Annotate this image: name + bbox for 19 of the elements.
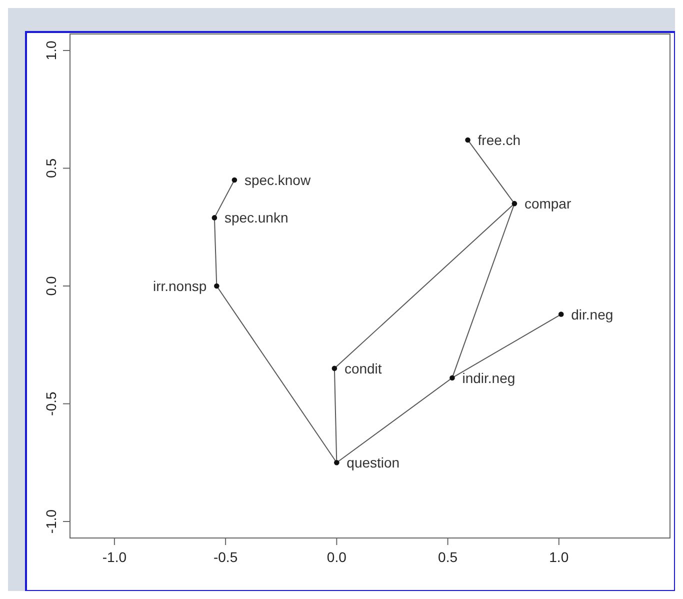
- annotation: spec.unkn: [224, 210, 288, 226]
- x-tick-label: -0.5: [213, 549, 238, 565]
- annotation: dir.neg: [571, 306, 614, 322]
- x-tick-label: 0.0: [326, 549, 347, 565]
- annotation: condit: [344, 360, 382, 376]
- annotation: spec.know: [244, 172, 312, 188]
- x-tick-label: 1.0: [549, 549, 569, 565]
- y-tick-label: 0.0: [43, 276, 59, 296]
- y-tick-label: -1.0: [43, 509, 59, 534]
- annotation: indir.neg: [462, 370, 516, 386]
- annotation: question: [346, 454, 400, 471]
- x-tick-label: -1.0: [102, 549, 127, 565]
- y-tick-label: 1.0: [43, 40, 59, 60]
- annotation: free.ch: [478, 132, 521, 148]
- annotation: irr.nonsp: [152, 278, 207, 294]
- y-tick-label: 0.5: [43, 158, 59, 178]
- annotation: compar: [524, 196, 572, 212]
- y-tick-label: -0.5: [43, 391, 59, 416]
- x-tick-label: 0.5: [438, 549, 458, 565]
